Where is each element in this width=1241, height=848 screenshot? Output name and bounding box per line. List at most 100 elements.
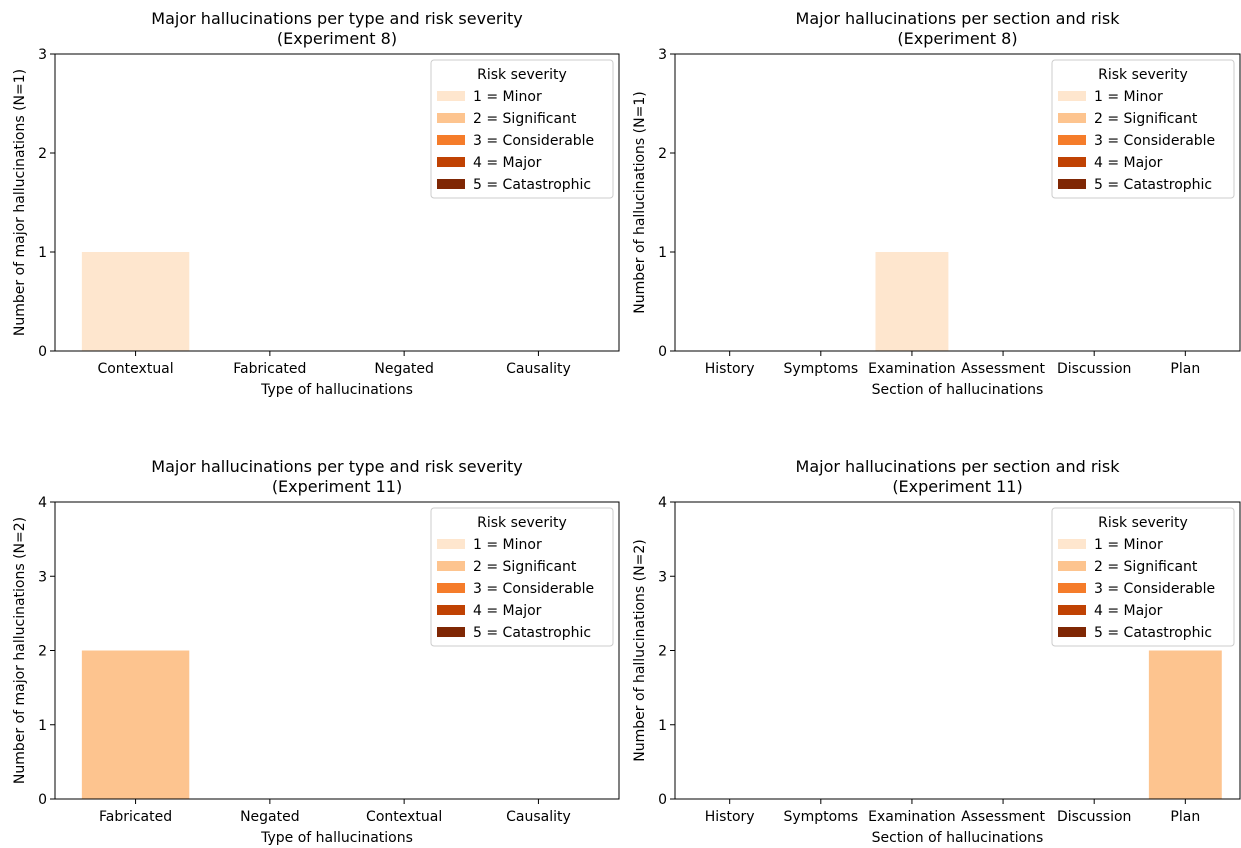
y-axis-label: Number of hallucinations (N=2) bbox=[632, 539, 648, 761]
x-tick-label: Discussion bbox=[1057, 361, 1131, 377]
y-tick-label: 3 bbox=[38, 47, 47, 63]
legend-swatch-3 bbox=[437, 135, 465, 145]
legend-entry-label: 1 = Minor bbox=[1094, 89, 1163, 105]
legend-entry-label: 4 = Major bbox=[473, 603, 542, 619]
legend-swatch-4 bbox=[1058, 157, 1086, 167]
y-tick-label: 4 bbox=[38, 495, 47, 511]
y-axis-label: Number of major hallucinations (N=2) bbox=[12, 517, 28, 784]
y-tick-label: 1 bbox=[38, 245, 47, 261]
y-tick-label: 0 bbox=[38, 792, 47, 808]
legend-swatch-2 bbox=[1058, 113, 1086, 123]
y-tick-label: 1 bbox=[658, 718, 667, 734]
x-tick-label: Plan bbox=[1170, 361, 1200, 377]
legend-entry-label: 1 = Minor bbox=[1094, 537, 1163, 553]
y-axis-label: Number of major hallucinations (N=1) bbox=[12, 69, 28, 336]
y-tick-label: 0 bbox=[38, 344, 47, 360]
chart-panel-2: Major hallucinations per section and ris… bbox=[632, 9, 1241, 398]
x-tick-label: Negated bbox=[374, 361, 434, 377]
x-tick-label: History bbox=[705, 809, 755, 825]
x-tick-label: Negated bbox=[240, 809, 300, 825]
legend-entry-label: 3 = Considerable bbox=[1094, 581, 1215, 597]
chart-title: (Experiment 8) bbox=[277, 29, 397, 48]
legend-swatch-5 bbox=[437, 627, 465, 637]
legend: Risk severity 1 = Minor 2 = Significant 3 =… bbox=[1051, 59, 1235, 199]
legend-entry-label: 5 = Catastrophic bbox=[1094, 177, 1212, 193]
x-tick-label: Symptoms bbox=[783, 809, 858, 825]
legend-entry-label: 4 = Major bbox=[473, 155, 542, 171]
legend-entry-label: 4 = Major bbox=[1094, 603, 1163, 619]
plot-frame bbox=[54, 53, 620, 352]
y-tick-label: 3 bbox=[38, 569, 47, 585]
legend-swatch-1 bbox=[437, 91, 465, 101]
x-tick-label: Discussion bbox=[1057, 809, 1131, 825]
x-tick-label: Assessment bbox=[961, 361, 1045, 377]
legend-box bbox=[1051, 507, 1235, 647]
legend-title: Risk severity bbox=[1098, 515, 1188, 531]
y-tick-label: 3 bbox=[658, 47, 667, 63]
x-tick-label: Causality bbox=[506, 361, 571, 377]
legend-entry-label: 2 = Significant bbox=[1094, 559, 1198, 575]
legend-entry-label: 5 = Catastrophic bbox=[1094, 625, 1212, 641]
x-tick-label: History bbox=[705, 361, 755, 377]
x-tick-label: Causality bbox=[506, 809, 571, 825]
y-tick-label: 0 bbox=[658, 792, 667, 808]
legend-swatch-4 bbox=[437, 157, 465, 167]
legend-swatch-1 bbox=[437, 539, 465, 549]
chart-title: Major hallucinations per type and risk s… bbox=[151, 457, 522, 476]
x-axis-label: Section of hallucinations bbox=[872, 382, 1044, 398]
y-tick-label: 0 bbox=[658, 344, 667, 360]
legend: Risk severity 1 = Minor 2 = Significant 3 =… bbox=[1051, 507, 1235, 647]
legend-entry-label: 3 = Considerable bbox=[473, 581, 594, 597]
y-tick-label: 4 bbox=[658, 495, 667, 511]
y-tick-label: 2 bbox=[658, 146, 667, 162]
legend-swatch-5 bbox=[1058, 179, 1086, 189]
plot-frame bbox=[674, 53, 1241, 352]
bar-fabricated-2 bbox=[81, 650, 190, 799]
legend-title: Risk severity bbox=[477, 67, 567, 83]
legend: Risk severity 1 = Minor 2 = Significant 3 =… bbox=[430, 59, 614, 199]
bar-contextual-1 bbox=[81, 252, 190, 351]
legend-box bbox=[430, 507, 614, 647]
legend-swatch-2 bbox=[437, 113, 465, 123]
x-tick-label: Fabricated bbox=[99, 809, 172, 825]
chart-panel-1: Major hallucinations per type and risk s… bbox=[12, 9, 620, 398]
legend-swatch-2 bbox=[437, 561, 465, 571]
y-tick-label: 3 bbox=[658, 569, 667, 585]
legend-entry-label: 5 = Catastrophic bbox=[473, 625, 591, 641]
y-tick-label: 2 bbox=[38, 146, 47, 162]
x-tick-label: Plan bbox=[1170, 809, 1200, 825]
bar-examination-1 bbox=[875, 252, 949, 351]
chart-title: Major hallucinations per section and ris… bbox=[796, 457, 1121, 476]
x-tick-label: Contextual bbox=[97, 361, 173, 377]
x-axis-label: Type of hallucinations bbox=[260, 382, 413, 398]
chart-title: (Experiment 11) bbox=[272, 477, 402, 496]
legend-entry-label: 3 = Considerable bbox=[1094, 133, 1215, 149]
y-tick-label: 1 bbox=[38, 718, 47, 734]
y-tick-label: 1 bbox=[658, 245, 667, 261]
legend-swatch-5 bbox=[437, 179, 465, 189]
y-tick-label: 2 bbox=[38, 644, 47, 660]
legend-swatch-1 bbox=[1058, 539, 1086, 549]
x-tick-label: Examination bbox=[868, 809, 956, 825]
legend-swatch-3 bbox=[437, 583, 465, 593]
legend-box bbox=[1051, 59, 1235, 199]
x-axis-label: Section of hallucinations bbox=[872, 830, 1044, 846]
chart-panel-4: Major hallucinations per section and ris… bbox=[632, 457, 1241, 846]
legend-entry-label: 1 = Minor bbox=[473, 89, 542, 105]
legend-entry-label: 2 = Significant bbox=[1094, 111, 1198, 127]
legend-box bbox=[430, 59, 614, 199]
chart-title: (Experiment 8) bbox=[897, 29, 1017, 48]
legend-swatch-4 bbox=[1058, 605, 1086, 615]
legend-entry-label: 5 = Catastrophic bbox=[473, 177, 591, 193]
x-tick-label: Fabricated bbox=[233, 361, 306, 377]
legend-entry-label: 4 = Major bbox=[1094, 155, 1163, 171]
legend-entry-label: 2 = Significant bbox=[473, 111, 577, 127]
x-tick-label: Assessment bbox=[961, 809, 1045, 825]
legend-swatch-3 bbox=[1058, 135, 1086, 145]
legend-title: Risk severity bbox=[477, 515, 567, 531]
x-tick-label: Symptoms bbox=[783, 361, 858, 377]
legend: Risk severity 1 = Minor 2 = Significant 3 =… bbox=[430, 507, 614, 647]
legend-title: Risk severity bbox=[1098, 67, 1188, 83]
legend-entry-label: 1 = Minor bbox=[473, 537, 542, 553]
